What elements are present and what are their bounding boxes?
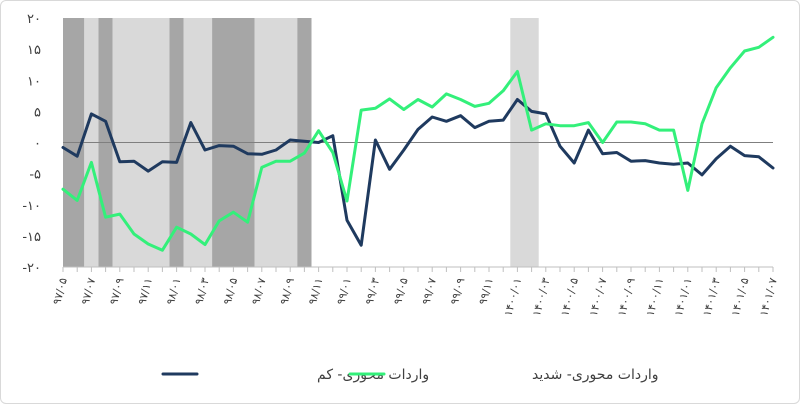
x-tick-label: ۹۸/۰۱ <box>164 276 184 306</box>
x-tick-label: ۱۴۰۱/۰۷ <box>757 276 780 317</box>
series-line-0 <box>61 98 775 247</box>
x-tick-label: ۹۹/۰۳ <box>363 276 383 306</box>
x-tick-label: ۹۷/۱۱ <box>135 276 155 306</box>
y-tick-label: ۲۰ <box>27 12 41 27</box>
x-tick-label: ۹۸/۰۷ <box>249 276 269 306</box>
x-tick-label: ۱۴۰۰/۱۱ <box>644 276 667 317</box>
y-tick-label: ۰ <box>34 137 41 152</box>
x-tick-label: ۹۹/۰۷ <box>419 276 439 306</box>
x-axis <box>62 142 774 272</box>
series-line-1 <box>61 35 775 252</box>
x-tick-label: ۹۹/۰۱ <box>334 276 354 306</box>
x-tick-label: ۹۸/۰۵ <box>221 276 241 306</box>
series-lines <box>61 35 775 252</box>
y-tick-label: -۲۰ <box>22 261 41 276</box>
x-tick-label: ۹۹/۱۱ <box>476 276 496 306</box>
x-tick-label: ۹۸/۰۳ <box>192 276 212 306</box>
x-tick-label: ۱۴۰۱/۰۵ <box>729 276 752 317</box>
y-tick-label: -۱۵ <box>22 230 41 245</box>
x-axis-ticks: ۹۷/۰۵ ۹۷/۰۷ ۹۷/۰۹ ۹۷/۱۱ ۹۸/۰۱ ۹۸/۰۳ ۹۸/۰۵ ۹۸/۰۷… <box>50 276 780 317</box>
x-tick-label: ۹۹/۰۹ <box>448 276 468 306</box>
x-tick-label: ۱۴۰۰/۰۷ <box>587 276 610 317</box>
y-tick-label: ۵ <box>34 105 41 120</box>
x-tick-label: ۱۴۰۱/۰۳ <box>700 276 723 317</box>
x-tick-label: ۹۸/۱۱ <box>306 276 326 306</box>
x-tick-label: ۹۸/۰۹ <box>277 276 297 306</box>
x-tick-label: ۹۷/۰۷ <box>79 276 99 306</box>
legend-label-1: واردات محوری- شدید <box>532 367 658 383</box>
x-tick-label: ۱۴۰۰/۰۱ <box>502 276 525 317</box>
x-tick-label: ۹۷/۰۹ <box>107 276 127 306</box>
x-tick-label: ۱۴۰۱/۰۱ <box>672 276 695 317</box>
y-tick-label: ۱۰ <box>27 74 41 89</box>
x-tick-label: ۱۴۰۰/۰۵ <box>558 276 581 317</box>
y-axis-ticks: ۲۰ ۱۵ ۱۰ ۵ ۰ -۵ -۱۰ -۱۵ -۲۰ <box>22 12 41 276</box>
y-tick-label: ۱۵ <box>27 43 41 58</box>
x-tick-label: ۹۷/۰۵ <box>50 276 70 306</box>
x-tick-label: ۱۴۰۰/۰۳ <box>530 276 553 317</box>
y-tick-label: -۵ <box>29 168 41 183</box>
y-tick-label: -۱۰ <box>22 199 41 214</box>
x-tick-label: ۹۹/۰۵ <box>391 276 411 306</box>
x-tick-label: ۱۴۰۰/۰۹ <box>615 276 638 317</box>
